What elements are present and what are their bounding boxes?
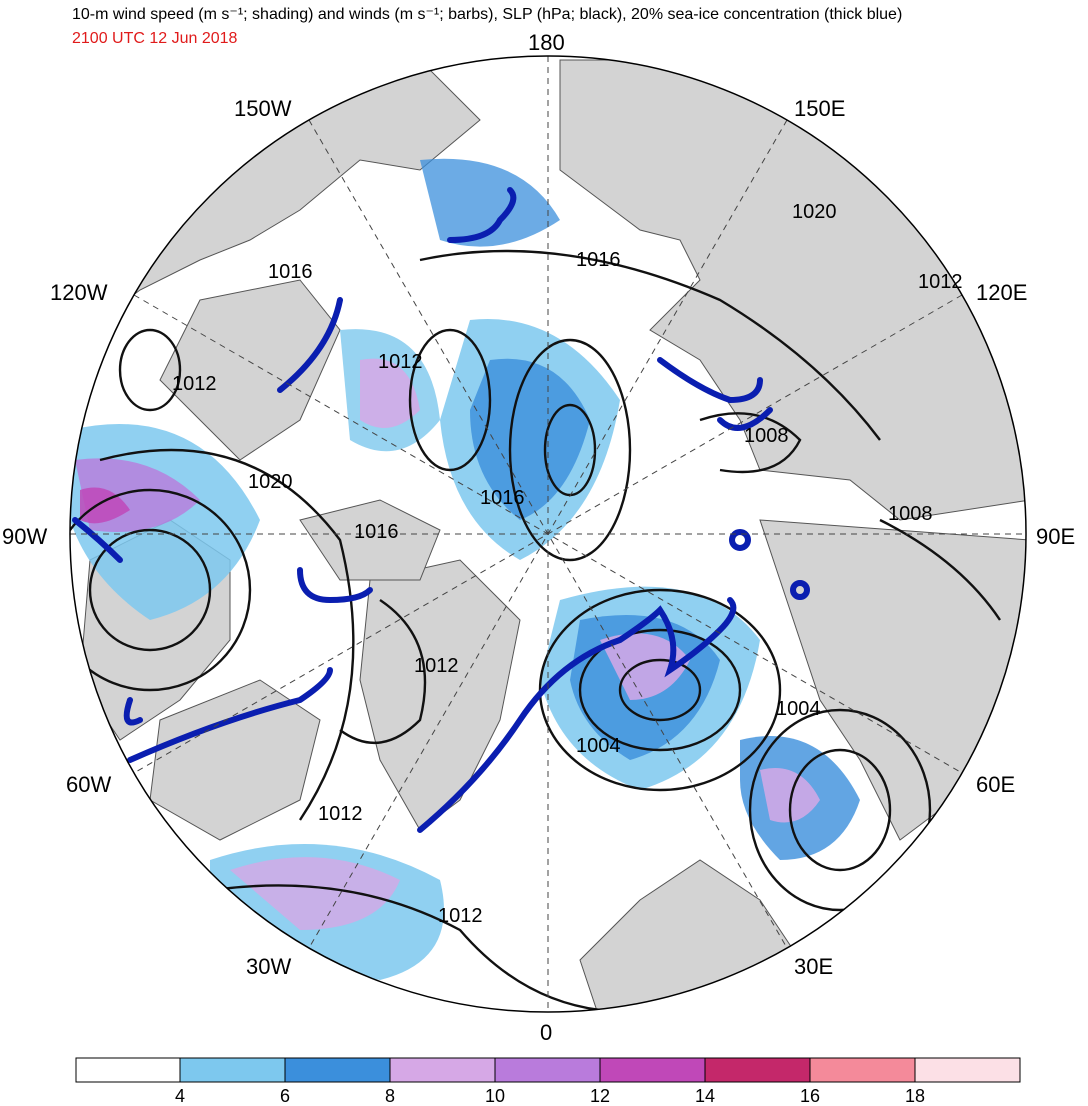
isobar-label: 1004 — [776, 698, 821, 720]
isobar-label: 1004 — [576, 735, 621, 757]
sea-ice-edge-line — [717, 407, 773, 431]
sea-ice-edge-line — [657, 357, 763, 404]
isobar-contour — [70, 488, 252, 692]
colorbar-tick-label: 14 — [695, 1086, 715, 1106]
lon-label-180: 180 — [528, 30, 565, 55]
sea-ice-edge-line — [277, 297, 343, 393]
colorbar-tick-label: 8 — [385, 1086, 395, 1106]
land-russia-west — [759, 519, 1026, 841]
isobar-label: 1012 — [172, 373, 217, 395]
colorbar-tick-label: 12 — [590, 1086, 610, 1106]
colorbar-bin — [284, 1057, 391, 1083]
lon-label-150e: 150E — [794, 96, 846, 121]
isobar-labels: 1016 1012 1020 1016 1012 1016 1008 1020 … — [172, 201, 963, 927]
sea-ice-edge — [72, 187, 810, 833]
isobar-contour — [578, 628, 742, 752]
lon-label-30w: 30W — [246, 954, 292, 979]
sea-ice-edge-line — [417, 597, 737, 833]
colorbar-bin — [494, 1057, 601, 1083]
isobar-contour — [419, 249, 881, 441]
isobar-label: 1016 — [576, 249, 621, 271]
isobar-label: 1016 — [268, 261, 313, 283]
colorbar-tick-label: 6 — [280, 1086, 290, 1106]
sea-ice-edge-line — [72, 517, 123, 563]
sea-ice-edge-line — [790, 580, 810, 600]
isobar-label: 1008 — [744, 425, 789, 447]
land-masses — [79, 59, 1026, 1012]
isobar-label: 1012 — [438, 905, 483, 927]
map-border — [69, 55, 1027, 1013]
sea-ice-edge-line — [297, 567, 373, 604]
isobar-contour — [748, 708, 932, 912]
colorbar-tick-label: 4 — [175, 1086, 185, 1106]
lon-label-30e: 30E — [794, 954, 834, 979]
colorbar-bin — [809, 1057, 916, 1083]
isobar-contour — [699, 412, 802, 474]
isobars — [70, 249, 1001, 1012]
colorbar-bin — [704, 1057, 811, 1083]
colorbar: 4 6 8 10 12 14 16 18 — [75, 1057, 1021, 1106]
meridian-line — [133, 294, 963, 774]
colorbar-bin — [179, 1057, 286, 1083]
graticule — [70, 56, 1026, 1012]
map-title: 10-m wind speed (m s⁻¹; shading) and win… — [72, 6, 903, 23]
colorbar-bin — [914, 1057, 1021, 1083]
isobar-label: 1016 — [480, 487, 525, 509]
isobar-contour — [339, 599, 427, 744]
sea-ice-edge-line — [123, 697, 143, 726]
isobar-label: 1012 — [414, 655, 459, 677]
colorbar-bin — [389, 1057, 496, 1083]
isobar-label: 1012 — [378, 351, 423, 373]
lon-label-90w: 90W — [2, 524, 48, 549]
sea-ice-edge-line — [447, 187, 517, 243]
isobar-contour — [118, 328, 182, 412]
isobar-contour — [879, 518, 1001, 621]
sea-ice-edge-line — [127, 667, 333, 763]
colorbar-bin — [75, 1057, 181, 1083]
lon-label-120w: 120W — [50, 280, 108, 305]
lon-label-0: 0 — [540, 1020, 553, 1045]
sea-ice-edge-line — [729, 529, 751, 551]
lon-label-90e: 90E — [1036, 524, 1076, 549]
isobar-contour — [408, 328, 492, 472]
colorbar-bin — [599, 1057, 706, 1083]
isobar-contour — [99, 448, 355, 821]
isobar-label: 1008 — [888, 503, 933, 525]
valid-time: 2100 UTC 12 Jun 2018 — [72, 30, 238, 47]
land-greenland — [359, 559, 521, 831]
isobar-label: 1012 — [918, 271, 963, 293]
lon-label-60w: 60W — [66, 772, 112, 797]
isobar-contour — [159, 884, 601, 1012]
land-canada-nw — [159, 279, 341, 461]
colorbar-tick-label: 10 — [485, 1086, 505, 1106]
lon-label-150w: 150W — [234, 96, 292, 121]
isobar-label: 1016 — [354, 521, 399, 543]
isobar-label: 1020 — [248, 471, 293, 493]
lon-label-120e: 120E — [976, 280, 1028, 305]
isobar-label: 1012 — [318, 803, 363, 825]
isobar-label: 1020 — [792, 201, 837, 223]
lon-label-60e: 60E — [976, 772, 1016, 797]
land-arctic-islands — [299, 499, 441, 581]
isobar-contour — [788, 748, 892, 872]
colorbar-tick-label: 16 — [800, 1086, 820, 1106]
colorbar-tick-label: 18 — [905, 1086, 925, 1106]
isobar-contour — [618, 658, 702, 722]
isobar-contour — [508, 338, 632, 562]
isobar-contour — [88, 528, 212, 652]
